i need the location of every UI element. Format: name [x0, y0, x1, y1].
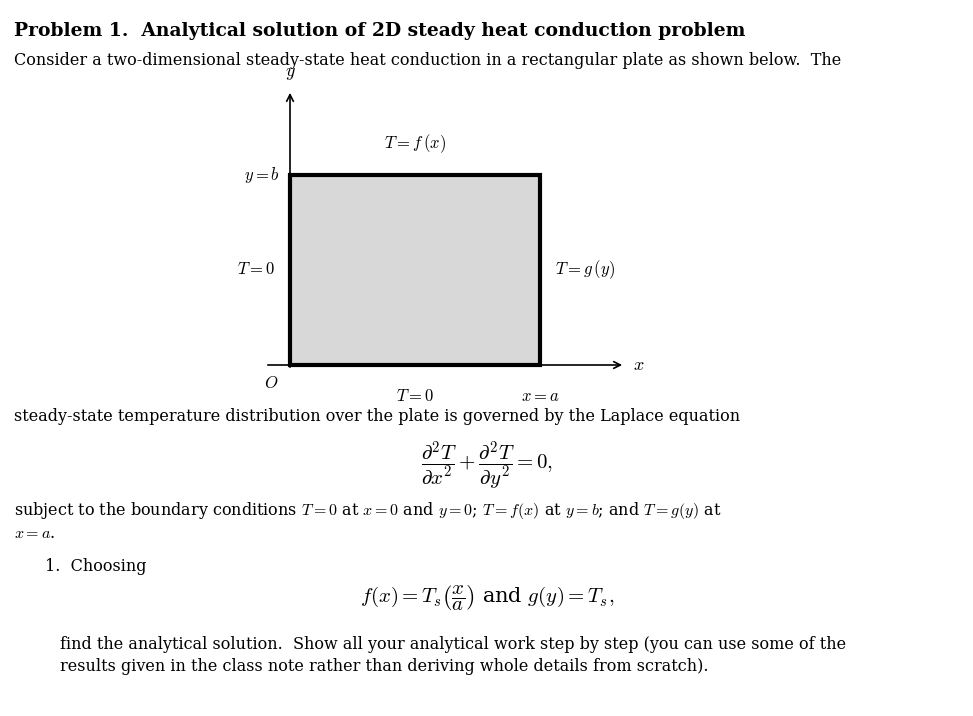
Text: Problem 1.  Analytical solution of 2D steady heat conduction problem: Problem 1. Analytical solution of 2D ste…: [14, 22, 745, 40]
Text: $T = 0$: $T = 0$: [236, 261, 275, 279]
Text: $x{=}a$: $x{=}a$: [521, 388, 559, 405]
Text: 1.  Choosing: 1. Choosing: [45, 558, 147, 575]
Text: $y$: $y$: [284, 64, 296, 82]
Text: $x = a$.: $x = a$.: [14, 525, 55, 542]
Text: steady-state temperature distribution over the plate is governed by the Laplace : steady-state temperature distribution ov…: [14, 408, 740, 425]
Text: subject to the boundary conditions $T = 0$ at $x = 0$ and $y = 0$; $T = f(x)$ at: subject to the boundary conditions $T = …: [14, 500, 722, 521]
Text: results given in the class note rather than deriving whole details from scratch): results given in the class note rather t…: [60, 658, 708, 675]
Bar: [290, 175, 540, 365]
Text: $y{=}b$: $y{=}b$: [244, 165, 280, 185]
Text: $T = f\,(x)$: $T = f\,(x)$: [384, 132, 446, 155]
Text: find the analytical solution.  Show all your analytical work step by step (you c: find the analytical solution. Show all y…: [60, 636, 847, 653]
Text: $T = g\,(y)$: $T = g\,(y)$: [555, 258, 616, 281]
Text: $T = 0$: $T = 0$: [396, 388, 434, 405]
Text: $\dfrac{\partial^2 T}{\partial x^2} + \dfrac{\partial^2 T}{\partial y^2} = 0,$: $\dfrac{\partial^2 T}{\partial x^2} + \d…: [421, 440, 553, 493]
Text: Consider a two-dimensional steady-state heat conduction in a rectangular plate a: Consider a two-dimensional steady-state …: [14, 52, 842, 69]
Text: $O$: $O$: [264, 375, 278, 392]
Text: $x$: $x$: [633, 356, 644, 374]
Text: $f(x) = T_s \left(\dfrac{x}{a}\right)$ and $g(y) = T_s,$: $f(x) = T_s \left(\dfrac{x}{a}\right)$ a…: [360, 583, 614, 612]
